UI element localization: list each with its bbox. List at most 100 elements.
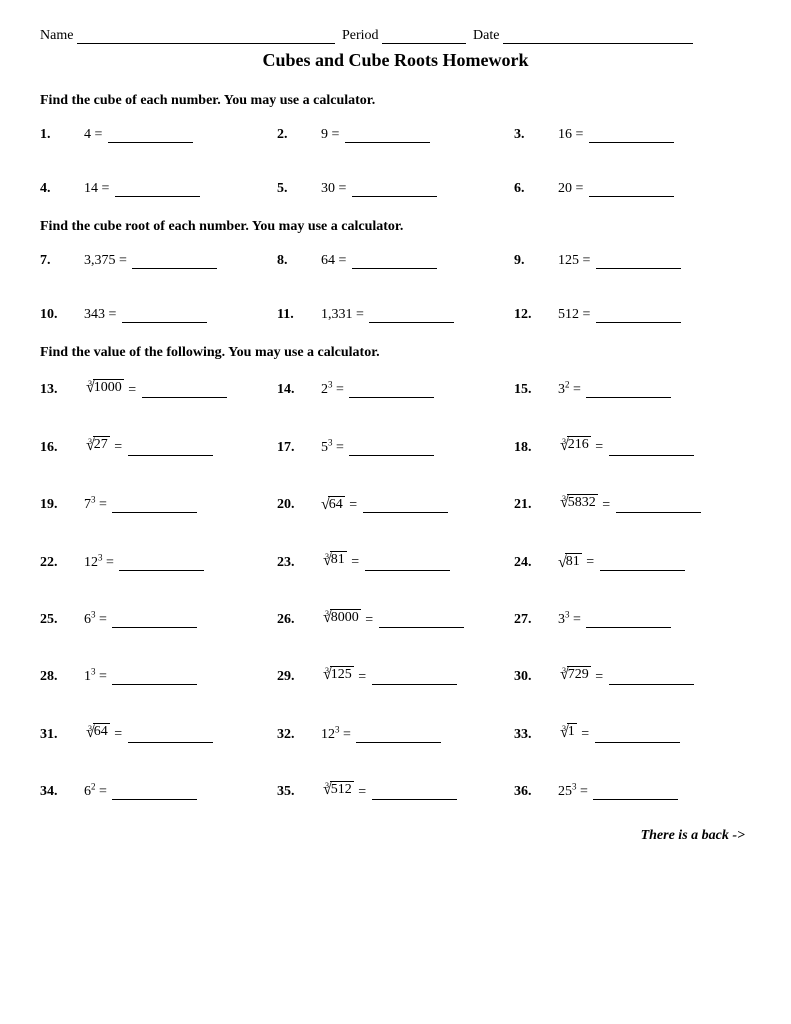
problem: 24.√81 = bbox=[514, 551, 751, 570]
problem-value: 9 bbox=[321, 127, 328, 142]
period-blank[interactable] bbox=[382, 43, 466, 44]
answer-blank[interactable] bbox=[379, 614, 464, 628]
answer-blank[interactable] bbox=[586, 384, 671, 398]
answer-blank[interactable] bbox=[363, 499, 448, 513]
answer-blank[interactable] bbox=[609, 671, 694, 685]
problem-expression: √81 = bbox=[558, 553, 685, 570]
problem-number: 23. bbox=[277, 555, 321, 571]
problem-number: 36. bbox=[514, 784, 558, 800]
answer-blank[interactable] bbox=[108, 129, 193, 143]
problem-expression: 3√1 = bbox=[558, 723, 680, 742]
problem-expression: 63 = bbox=[84, 612, 197, 628]
answer-blank[interactable] bbox=[112, 614, 197, 628]
problem-number: 3. bbox=[514, 127, 558, 143]
header-fields: Name Period Date bbox=[40, 28, 751, 44]
problem-expression: 4 = bbox=[84, 127, 193, 143]
answer-blank[interactable] bbox=[122, 309, 207, 323]
problem: 13.3√1000 = bbox=[40, 379, 277, 398]
radical-sign: √ bbox=[560, 438, 569, 454]
radicand: 81 bbox=[565, 553, 582, 569]
answer-blank[interactable] bbox=[369, 309, 454, 323]
answer-blank[interactable] bbox=[112, 499, 197, 513]
answer-blank[interactable] bbox=[589, 183, 674, 197]
problem-expression: 123 = bbox=[84, 555, 204, 571]
problem-value: 30 bbox=[321, 181, 335, 196]
answer-blank[interactable] bbox=[115, 183, 200, 197]
problem-number: 4. bbox=[40, 181, 84, 197]
answer-blank[interactable] bbox=[609, 442, 694, 456]
problem: 28.13 = bbox=[40, 666, 277, 685]
problem-base: 12 bbox=[84, 555, 98, 570]
radicand: 27 bbox=[93, 436, 110, 452]
problem-number: 22. bbox=[40, 555, 84, 571]
radicand: 512 bbox=[330, 781, 354, 797]
problem-exponent: 3 bbox=[91, 495, 96, 505]
answer-blank[interactable] bbox=[142, 384, 227, 398]
problem: 33.3√1 = bbox=[514, 723, 751, 742]
answer-blank[interactable] bbox=[593, 786, 678, 800]
answer-blank[interactable] bbox=[616, 499, 701, 513]
radical-sign: √ bbox=[321, 497, 330, 513]
answer-blank[interactable] bbox=[589, 129, 674, 143]
problem-base: 3 bbox=[558, 382, 565, 397]
answer-blank[interactable] bbox=[128, 729, 213, 743]
problem-expression: 20 = bbox=[558, 181, 674, 197]
problem: 16.3√27 = bbox=[40, 436, 277, 455]
radicand: 1000 bbox=[93, 379, 124, 395]
answer-blank[interactable] bbox=[596, 255, 681, 269]
date-label: Date bbox=[473, 28, 499, 43]
problem-number: 24. bbox=[514, 555, 558, 571]
answer-blank[interactable] bbox=[112, 786, 197, 800]
radical-sign: √ bbox=[560, 495, 569, 511]
problem-row: 19.73 = 20.√64 = 21.3√5832 = bbox=[40, 494, 751, 513]
problem-number: 30. bbox=[514, 669, 558, 685]
problem: 34.62 = bbox=[40, 781, 277, 800]
answer-blank[interactable] bbox=[349, 384, 434, 398]
worksheet-page: Name Period Date Cubes and Cube Roots Ho… bbox=[0, 0, 791, 864]
problem-number: 1. bbox=[40, 127, 84, 143]
problem-base: 5 bbox=[321, 440, 328, 455]
problem-base: 6 bbox=[84, 612, 91, 627]
answer-blank[interactable] bbox=[372, 671, 457, 685]
problem-value: 14 bbox=[84, 181, 98, 196]
problem: 9.125 = bbox=[514, 253, 751, 269]
answer-blank[interactable] bbox=[356, 729, 441, 743]
problem-exponent: 3 bbox=[328, 437, 333, 447]
date-blank[interactable] bbox=[503, 43, 693, 44]
problem-number: 27. bbox=[514, 612, 558, 628]
cuberoot-expression: 3√8000 bbox=[321, 609, 361, 625]
answer-blank[interactable] bbox=[586, 614, 671, 628]
answer-blank[interactable] bbox=[119, 557, 204, 571]
problem-value: 20 bbox=[558, 181, 572, 196]
answer-blank[interactable] bbox=[345, 129, 430, 143]
answer-blank[interactable] bbox=[365, 557, 450, 571]
answer-blank[interactable] bbox=[372, 786, 457, 800]
problem-expression: 512 = bbox=[558, 307, 681, 323]
answer-blank[interactable] bbox=[132, 255, 217, 269]
problem-base: 12 bbox=[321, 727, 335, 742]
answer-blank[interactable] bbox=[600, 557, 685, 571]
problem-number: 16. bbox=[40, 440, 84, 456]
answer-blank[interactable] bbox=[352, 255, 437, 269]
answer-blank[interactable] bbox=[349, 442, 434, 456]
answer-blank[interactable] bbox=[352, 183, 437, 197]
sqrt-expression: √81 bbox=[558, 553, 582, 569]
name-blank[interactable] bbox=[77, 43, 335, 44]
problem-expression: 30 = bbox=[321, 181, 437, 197]
answer-blank[interactable] bbox=[128, 442, 213, 456]
period-label: Period bbox=[342, 28, 379, 43]
problem-number: 6. bbox=[514, 181, 558, 197]
problem-row: 13.3√1000 = 14.23 = 15.32 = bbox=[40, 379, 751, 398]
problem-row: 25.63 = 26.3√8000 = 27.33 = bbox=[40, 609, 751, 628]
answer-blank[interactable] bbox=[112, 671, 197, 685]
problem-number: 12. bbox=[514, 307, 558, 323]
answer-blank[interactable] bbox=[596, 309, 681, 323]
answer-blank[interactable] bbox=[595, 729, 680, 743]
problem-number: 18. bbox=[514, 440, 558, 456]
radicand: 81 bbox=[330, 551, 347, 567]
problem-number: 32. bbox=[277, 727, 321, 743]
problem-expression: 3√729 = bbox=[558, 666, 694, 685]
problem-row: 16.3√27 = 17.53 = 18.3√216 = bbox=[40, 436, 751, 455]
problem: 3.16 = bbox=[514, 127, 751, 143]
problem-exponent: 3 bbox=[98, 552, 103, 562]
